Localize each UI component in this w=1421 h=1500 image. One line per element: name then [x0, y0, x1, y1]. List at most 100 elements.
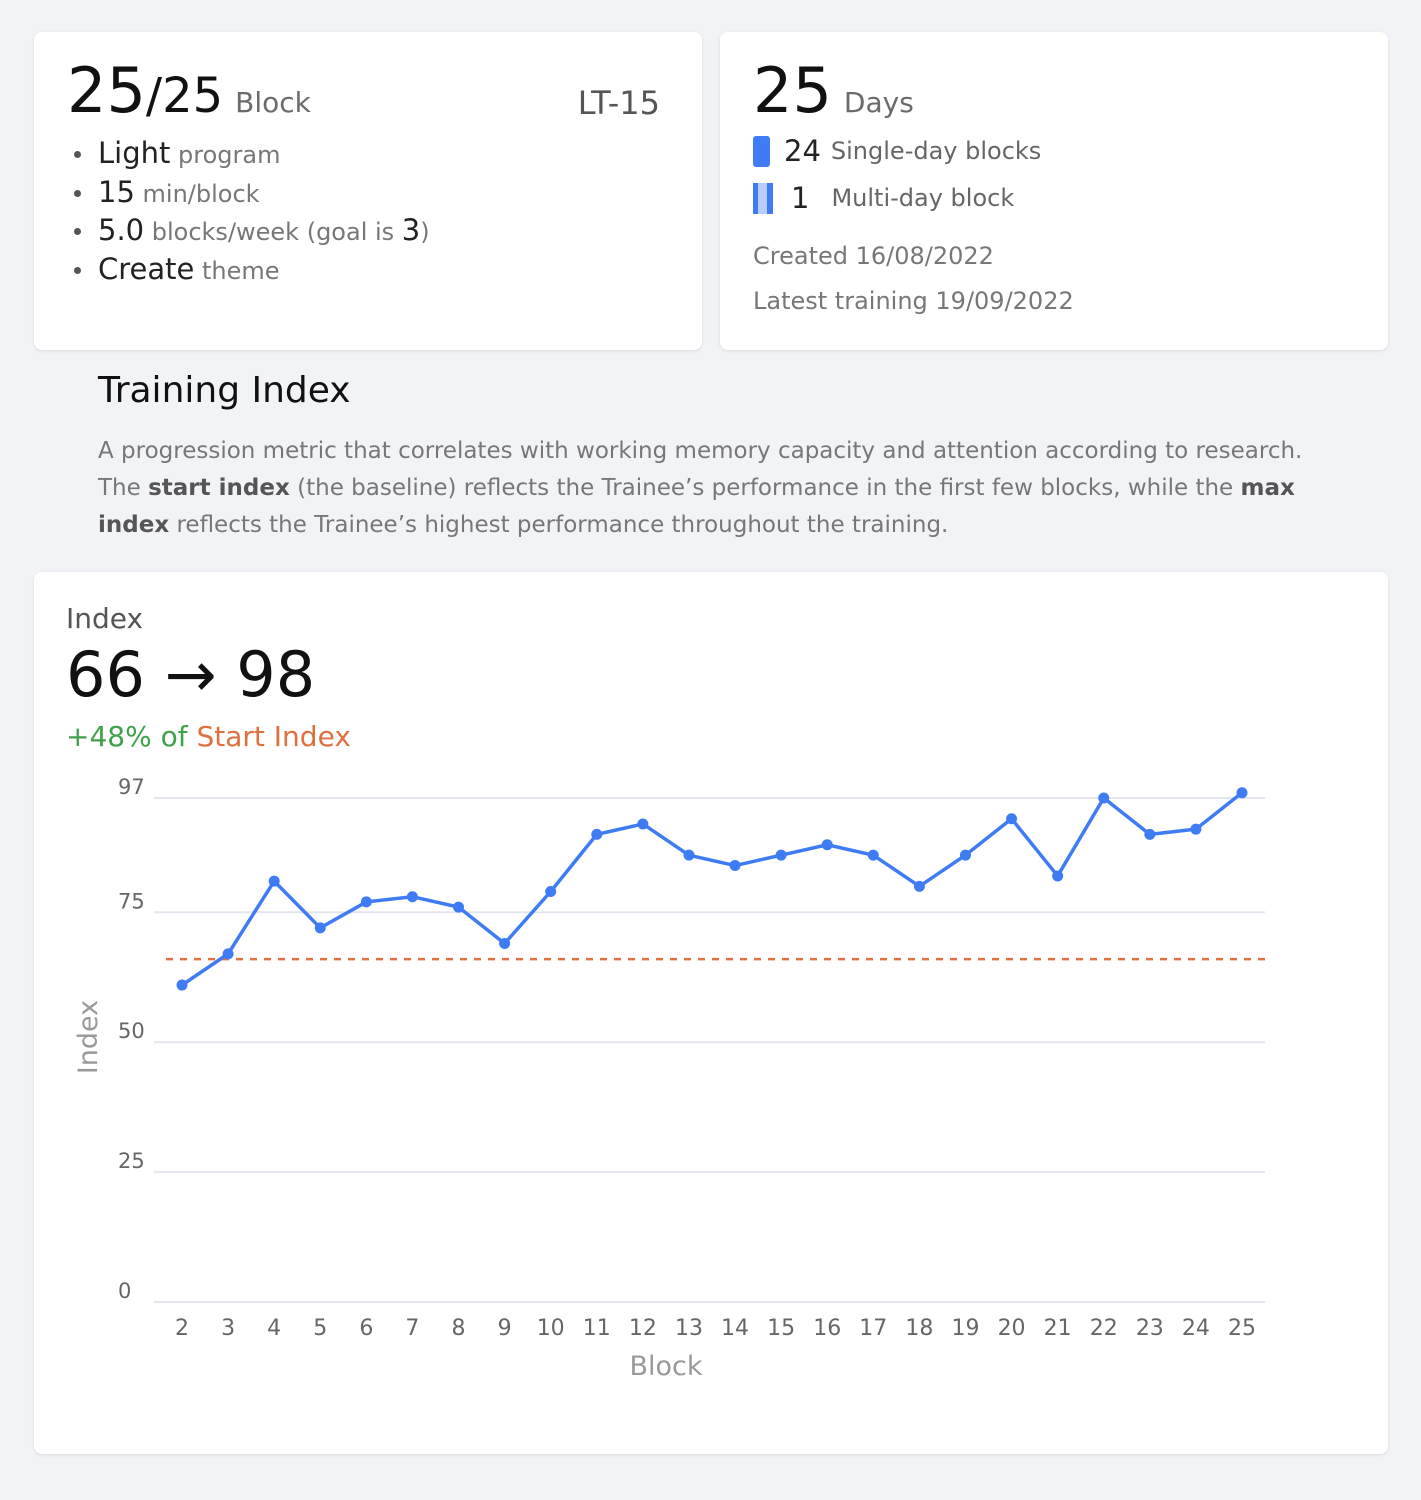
x-tick-label: 24 [1182, 1316, 1210, 1341]
y-tick-label: 50 [118, 1019, 145, 1043]
data-point [453, 901, 465, 913]
data-point [1190, 823, 1202, 835]
data-point [775, 849, 787, 861]
y-tick-label: 97 [118, 775, 145, 799]
list-item-theme: Create theme [74, 251, 430, 291]
data-point [360, 896, 372, 908]
data-point [821, 839, 833, 851]
single-day-stat: 24 Single-day blocks [753, 134, 1041, 168]
description-text: A progression metric that correlates wit… [98, 438, 1303, 501]
duration-value: 15 [98, 174, 135, 209]
program-details-list: Light program 15 min/block 5.0 blocks/we… [74, 136, 430, 291]
created-date: Created 16/08/2022 [753, 242, 994, 270]
x-axis-title: Block [629, 1351, 702, 1382]
x-tick-label: 5 [313, 1316, 327, 1341]
days-unit: Days [843, 86, 914, 119]
data-point [959, 849, 971, 861]
data-point [268, 875, 280, 887]
improvement-percent: +48% of [66, 720, 188, 753]
section-title: Training Index [98, 370, 351, 411]
program-name: Light [98, 136, 171, 170]
index-chart-card: Index 66 → 98 +48% of Start Index 0 25 50 7… [34, 572, 1388, 1454]
data-point [1052, 870, 1064, 882]
block-current: 25 [67, 54, 146, 127]
x-tick-label: 23 [1136, 1316, 1164, 1341]
start-index-term: start index [148, 475, 290, 501]
single-day-swatch-icon [753, 135, 770, 167]
data-point [545, 886, 557, 898]
x-tick-label: 18 [905, 1316, 933, 1341]
x-tick-label: 3 [221, 1316, 235, 1341]
y-tick-label: 75 [118, 889, 145, 913]
x-tick-label: 17 [859, 1316, 887, 1341]
x-tick-label: 13 [675, 1316, 703, 1341]
single-day-label: Single-day blocks [830, 137, 1042, 165]
x-tick-label: 9 [498, 1316, 512, 1341]
x-tick-label: 16 [813, 1316, 841, 1341]
days-count: 25 Days [753, 60, 914, 122]
improvement-text: +48% of Start Index [66, 720, 351, 753]
block-unit: Block [235, 86, 311, 119]
x-tick-label: 21 [1044, 1316, 1072, 1341]
program-code: LT-15 [577, 84, 660, 122]
x-tick-label: 11 [583, 1316, 611, 1341]
data-point [591, 828, 603, 840]
theme-label: theme [194, 256, 280, 285]
x-tick-label: 12 [629, 1316, 657, 1341]
multi-day-label: Multi-day block [831, 184, 1015, 212]
data-point [176, 979, 188, 991]
x-tick-label: 7 [405, 1316, 419, 1341]
x-tick-label: 2 [175, 1316, 189, 1341]
index-series-line [181, 791, 1244, 987]
x-tick-label: 20 [998, 1316, 1026, 1341]
y-tick-label: 0 [118, 1279, 131, 1303]
single-day-count: 24 [784, 134, 821, 168]
x-tick-label: 15 [767, 1316, 795, 1341]
x-tick-label: 14 [721, 1316, 749, 1341]
data-point [1098, 792, 1110, 804]
data-point [222, 948, 234, 960]
x-tick-label: 25 [1228, 1316, 1256, 1341]
x-tick-label: 4 [267, 1316, 281, 1341]
block-total: /25 [145, 68, 224, 124]
block-summary-card: 25 /25 Block LT-15 Light program 15 min/… [34, 32, 702, 350]
index-value: 66 → 98 [66, 638, 316, 711]
data-point [1006, 813, 1018, 825]
program-label: program [170, 141, 281, 169]
description-text: reflects the Trainee’s highest performan… [169, 512, 949, 538]
days-summary-card: 25 Days 24 Single-day blocks 1 Multi-day… [720, 32, 1388, 350]
data-point [637, 818, 649, 830]
data-point [499, 937, 511, 949]
y-tick-label: 25 [118, 1149, 145, 1173]
max-index-term: max index [98, 475, 1295, 538]
x-tick-label: 8 [452, 1316, 466, 1341]
x-tick-label: 10 [537, 1316, 565, 1341]
data-point [406, 891, 418, 903]
list-item-duration: 15 min/block [74, 174, 430, 214]
index-label: Index [66, 602, 144, 635]
multi-day-swatch-icon [753, 182, 773, 214]
description-text: (the baseline) reflects the Trainee’s pe… [289, 475, 1241, 501]
data-point [1144, 828, 1156, 840]
theme-value: Create [98, 251, 195, 286]
frequency-tail: ) [420, 218, 430, 246]
block-count: 25 /25 Block [67, 60, 311, 122]
days-value: 25 [753, 54, 832, 127]
frequency-label: blocks/week (goal is [144, 218, 402, 246]
data-point [683, 849, 695, 861]
list-item-frequency: 5.0 blocks/week (goal is 3) [74, 213, 430, 252]
improvement-reference: Start Index [196, 720, 351, 753]
data-point [867, 849, 879, 861]
duration-label: min/block [134, 179, 260, 208]
section-description: A progression metric that correlates wit… [98, 433, 1328, 544]
x-tick-label: 19 [951, 1316, 979, 1341]
list-item-program: Light program [74, 136, 430, 175]
multi-day-count: 1 [791, 181, 810, 215]
multi-day-stat: 1 Multi-day block [753, 181, 1014, 215]
latest-training-date: Latest training 19/09/2022 [753, 287, 1074, 315]
data-point [913, 880, 925, 892]
data-point [729, 860, 741, 872]
y-axis-title: Index [73, 1000, 104, 1074]
x-tick-label: 6 [359, 1316, 373, 1341]
